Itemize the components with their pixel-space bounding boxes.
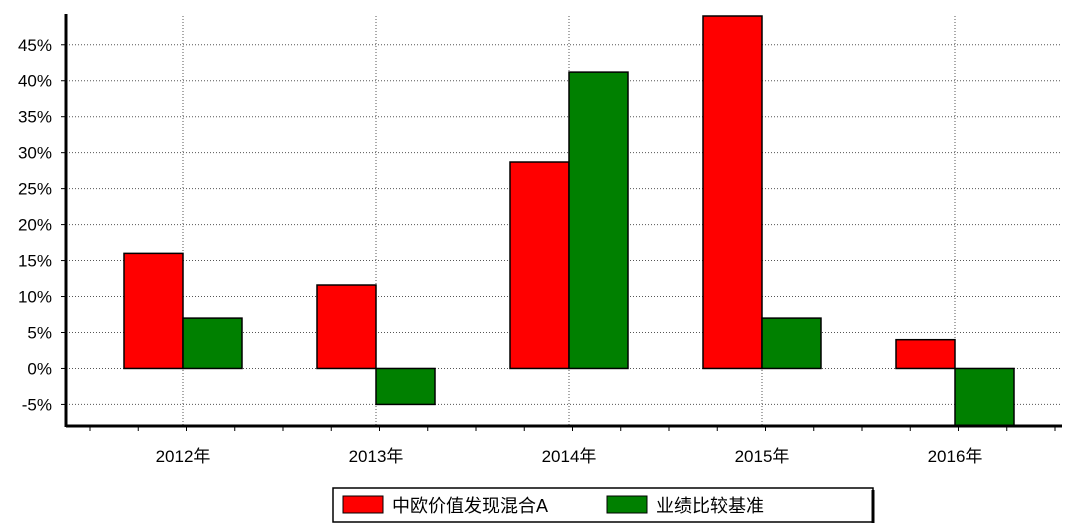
bar-fund-1 [316, 284, 377, 370]
y-tick-label: 45% [18, 36, 52, 55]
x-tick-labels: 2012年 2013年 2014年 2015年 2016年 [156, 447, 983, 466]
y-tick-label: 20% [18, 216, 52, 235]
legend-label-benchmark: 业绩比较基准 [656, 496, 764, 516]
y-tick-label: 25% [18, 180, 52, 199]
x-tick-label: 2012年 [156, 447, 211, 466]
bar-benchmark-1 [375, 367, 436, 406]
y-tick-label: 30% [18, 144, 52, 163]
y-tick-label: 40% [18, 72, 52, 91]
legend-swatch-fund [342, 495, 384, 514]
bar-benchmark-0 [182, 317, 243, 370]
y-tick-labels: -5% 0% 5% 10% 15% 20% 25% 30% 35% 40% 45% [18, 36, 52, 415]
bars [123, 15, 1015, 427]
x-tick-label: 2016年 [928, 447, 983, 466]
y-tick-label: 35% [18, 108, 52, 127]
bar-fund-3 [702, 15, 763, 370]
bar-benchmark-2 [568, 71, 629, 370]
x-tick-label: 2015年 [735, 447, 790, 466]
legend: 中欧价值发现混合A 业绩比较基准 [332, 487, 875, 523]
legend-label-fund: 中欧价值发现混合A [392, 496, 548, 516]
legend-box [332, 487, 874, 523]
y-tick-label: 15% [18, 252, 52, 271]
x-tick-label: 2014年 [542, 447, 597, 466]
legend-swatch-benchmark [606, 495, 648, 514]
x-tick-label: 2013年 [349, 447, 404, 466]
bar-benchmark-3 [761, 317, 822, 370]
bar-fund-2 [509, 161, 570, 370]
bar-fund-0 [123, 252, 184, 370]
y-tick-label: 5% [27, 323, 52, 342]
y-tick-label: 0% [27, 359, 52, 378]
axes [61, 14, 1062, 431]
bar-fund-4 [895, 338, 956, 370]
y-tick-label: 10% [18, 288, 52, 307]
y-tick-label: -5% [22, 395, 52, 414]
bar-benchmark-4 [954, 367, 1015, 427]
